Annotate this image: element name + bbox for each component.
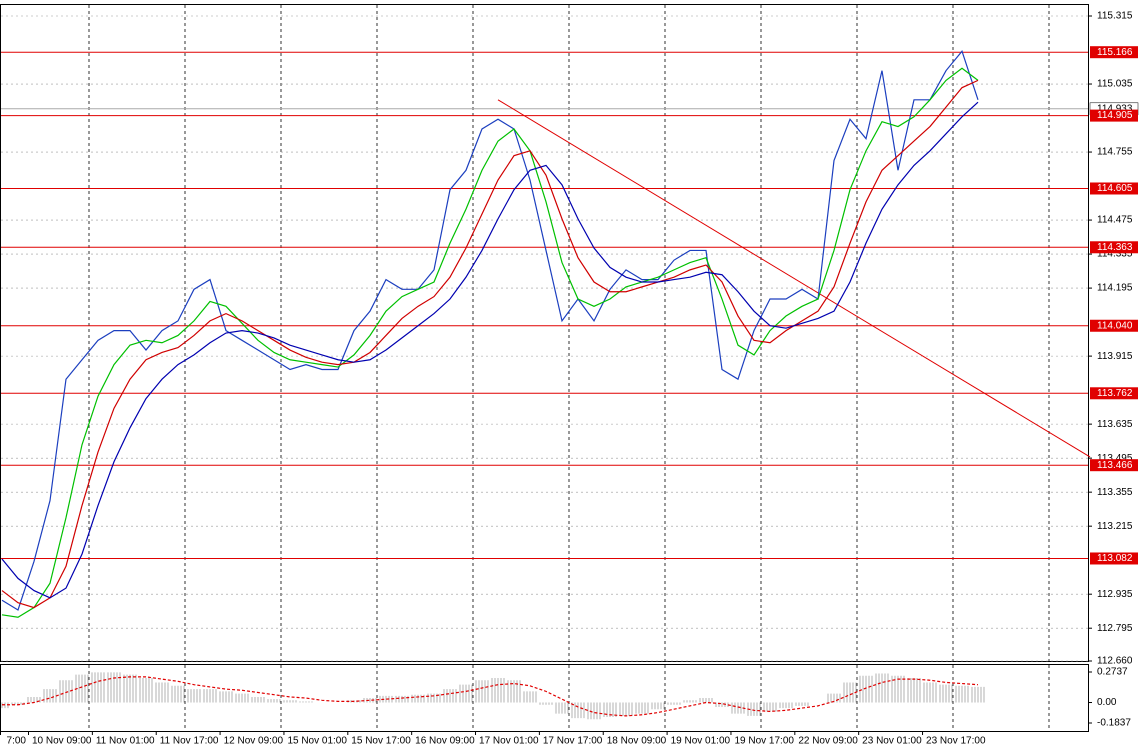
current-price-label: 114.933: [1097, 103, 1133, 114]
moving-average: [1, 101, 979, 599]
x-tick-label: 15 Nov 01:00: [287, 736, 347, 747]
moving-average: [1, 67, 979, 618]
x-tick-label: 22 Nov 09:00: [798, 736, 858, 747]
price-line: [1, 50, 979, 611]
x-tick-label: 19 Nov 17:00: [734, 736, 794, 747]
y-tick-label: 112.935: [1097, 589, 1133, 600]
y-tick-label: 114.195: [1097, 283, 1133, 294]
x-tick-label: 15 Nov 17:00: [351, 736, 411, 747]
y-tick-label: 113.635: [1097, 419, 1133, 430]
x-tick-label: 10 Nov 09:00: [32, 736, 92, 747]
price-panel: [0, 4, 1089, 662]
level-label: 114.905: [1097, 110, 1133, 121]
level-box: [1090, 459, 1138, 472]
level-label: 114.363: [1097, 242, 1133, 253]
x-tick-label: 12 Nov 09:00: [224, 736, 284, 747]
y-tick-label: 0.2737: [1097, 667, 1128, 678]
oscillator-panel: [0, 664, 1089, 732]
x-tick-label: 19 Nov 01:00: [671, 736, 731, 747]
x-tick-label: 11 Nov 01:00: [96, 736, 155, 747]
level-label: 113.762: [1097, 388, 1133, 399]
x-tick-label: 16 Nov 09:00: [415, 736, 475, 747]
x-tick-label: 17 Nov 17:00: [543, 736, 603, 747]
vertical-grid: [88, 5, 1050, 731]
signal-line: [2, 676, 979, 717]
y-tick-label: 114.335: [1097, 249, 1133, 260]
y-tick-label: 112.795: [1097, 623, 1133, 634]
level-box: [1090, 552, 1138, 565]
x-tick-label: 11 Nov 17:00: [160, 736, 219, 747]
level-box: [1090, 182, 1138, 195]
x-tick-label: 23 Nov 01:00: [862, 736, 922, 747]
y-tick-label: -0.1837: [1097, 718, 1131, 729]
y-tick-label: 115.315: [1097, 11, 1133, 22]
y-tick-label: 0.00: [1097, 697, 1117, 708]
level-box: [1090, 46, 1138, 59]
x-tick-label: 18 Nov 09:00: [607, 736, 667, 747]
level-label: 115.166: [1097, 47, 1133, 58]
trendline: [497, 99, 1091, 458]
moving-average: [1, 79, 979, 609]
level-label: 113.082: [1097, 553, 1133, 564]
level-box: [1090, 241, 1138, 254]
level-box: [1090, 109, 1138, 122]
y-tick-label: 113.495: [1097, 453, 1133, 464]
x-tick-label: 17 Nov 01:00: [479, 736, 539, 747]
x-tick-label: 7:00: [7, 736, 27, 747]
level-box: [1090, 319, 1138, 332]
y-tick-label: 113.355: [1097, 487, 1133, 498]
y-tick-label: 112.660: [1097, 656, 1133, 667]
level-label: 113.466: [1097, 460, 1133, 471]
y-tick-label: 115.035: [1097, 79, 1133, 90]
y-tick-label: 113.215: [1097, 521, 1133, 532]
y-tick-label: 114.475: [1097, 215, 1133, 226]
level-label: 114.605: [1097, 183, 1133, 194]
level-box: [1090, 387, 1138, 400]
y-tick-label: 114.755: [1097, 147, 1133, 158]
level-label: 114.040: [1097, 320, 1133, 331]
y-tick-label: 113.915: [1097, 351, 1133, 362]
x-tick-label: 23 Nov 17:00: [926, 736, 986, 747]
